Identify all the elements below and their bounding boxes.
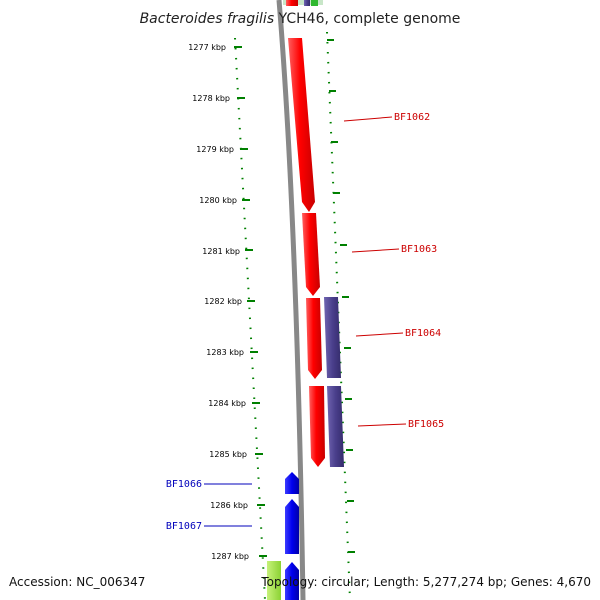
gene-bf1063[interactable] bbox=[302, 213, 320, 296]
tick-label: 1277 kbp bbox=[188, 43, 226, 52]
top-purple-gene-stub bbox=[304, 0, 310, 6]
gene-blue-bottom[interactable] bbox=[285, 562, 299, 600]
genome-backbone bbox=[276, 0, 306, 600]
gene-lime-bottom[interactable] bbox=[267, 561, 281, 600]
leader-bf1062 bbox=[343, 116, 393, 122]
purple-gene-track bbox=[324, 297, 344, 467]
gene-bf1064[interactable] bbox=[306, 298, 322, 379]
leader-bf1063 bbox=[351, 248, 400, 253]
gene-label-bf1067[interactable]: BF1067 bbox=[166, 521, 202, 532]
top-red-gene-stub bbox=[286, 0, 298, 6]
gene-purple-lower[interactable] bbox=[327, 386, 344, 467]
strain-description: YCH46, complete genome bbox=[274, 11, 460, 27]
gene-bf1066[interactable] bbox=[285, 472, 299, 494]
gene-label-bf1066[interactable]: BF1066 bbox=[166, 479, 202, 490]
map-title: Bacteroides fragilis YCH46, complete gen… bbox=[140, 11, 461, 27]
accession-text: Accession: NC_006347 bbox=[9, 575, 145, 589]
organism-name: Bacteroides fragilis bbox=[140, 11, 275, 27]
top-green-gene-stub bbox=[311, 0, 318, 6]
tick-label: 1281 kbp bbox=[202, 247, 240, 256]
tick-label: 1287 kbp bbox=[211, 552, 249, 561]
gene-labels: BF1062 BF1063 BF1064 BF1065 BF1066 BF106… bbox=[166, 112, 444, 532]
gene-label-bf1064[interactable]: BF1064 bbox=[405, 328, 441, 339]
gene-bf1067[interactable] bbox=[285, 499, 299, 554]
gene-bf1062[interactable] bbox=[288, 38, 315, 212]
tick-label: 1282 kbp bbox=[204, 297, 242, 306]
gene-purple-upper[interactable] bbox=[324, 297, 341, 378]
gene-bf1065[interactable] bbox=[309, 386, 325, 467]
label-leaders bbox=[204, 116, 407, 527]
left-tick-ruler bbox=[234, 37, 266, 600]
tick-label: 1283 kbp bbox=[206, 348, 244, 357]
major-ticks bbox=[234, 46, 267, 557]
tick-label: 1285 kbp bbox=[209, 450, 247, 459]
red-gene-track bbox=[288, 38, 325, 467]
top-edge-band bbox=[283, 0, 323, 5]
leader-bf1065 bbox=[357, 423, 407, 427]
genome-summary-text: Topology: circular; Length: 5,277,274 bp… bbox=[260, 575, 591, 589]
leader-bf1064 bbox=[355, 332, 404, 337]
tick-label: 1278 kbp bbox=[192, 94, 230, 103]
tick-label: 1279 kbp bbox=[196, 145, 234, 154]
gene-label-bf1065[interactable]: BF1065 bbox=[408, 419, 444, 430]
tick-label: 1284 kbp bbox=[208, 399, 246, 408]
right-major-ticks bbox=[327, 39, 355, 553]
blue-gene-track bbox=[285, 472, 299, 600]
tick-label: 1280 kbp bbox=[199, 196, 237, 205]
tick-labels: 1277 kbp 1278 kbp 1279 kbp 1280 kbp 1281… bbox=[188, 43, 249, 561]
gene-label-bf1062[interactable]: BF1062 bbox=[394, 112, 430, 123]
tick-label: 1286 kbp bbox=[210, 501, 248, 510]
gene-label-bf1063[interactable]: BF1063 bbox=[401, 244, 437, 255]
